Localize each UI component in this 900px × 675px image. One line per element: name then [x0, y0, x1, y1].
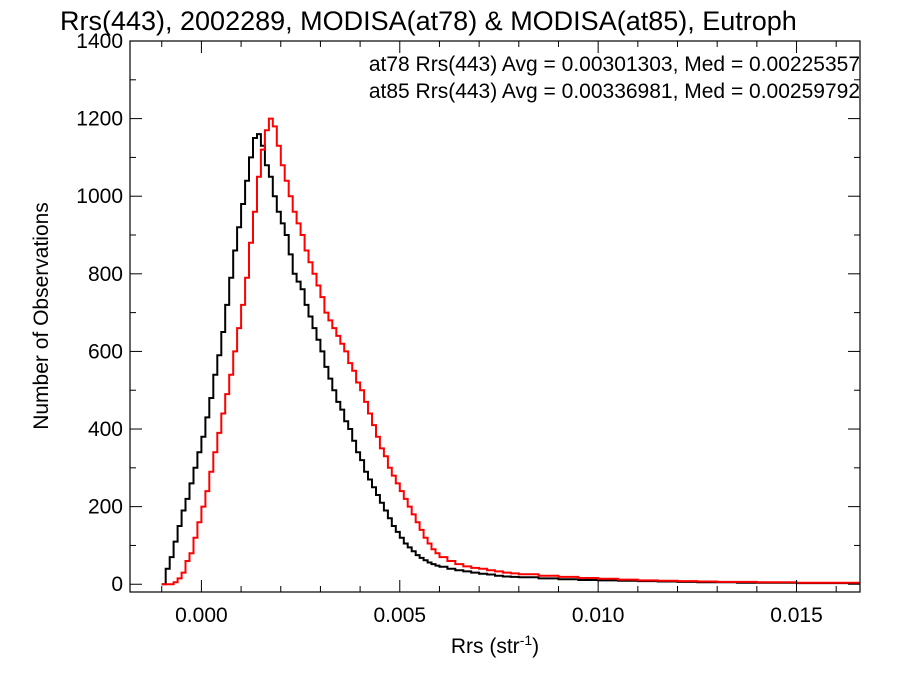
- x-axis-label-main: Rrs (str: [451, 635, 520, 658]
- annotation-at85-stats: at85 Rrs(443) Avg = 0.00336981, Med = 0.…: [369, 80, 860, 103]
- x-axis-label: Rrs (str-1): [451, 632, 539, 658]
- y-axis-label: Number of Observations: [30, 202, 53, 430]
- x-axis-label-end: ): [532, 635, 539, 658]
- chart-title: Rrs(443), 2002289, MODISA(at78) & MODISA…: [60, 6, 797, 36]
- plot-frame: [129, 40, 861, 593]
- y-tick-label: 600: [88, 340, 123, 363]
- x-tick-label: 0.000: [175, 604, 228, 627]
- series-layer: [161, 117, 860, 586]
- x-axis: 0.000 0.005 0.010 0.015: [161, 41, 837, 627]
- x-axis-label-superscript: -1: [520, 632, 533, 648]
- x-tick-label: 0.015: [770, 604, 823, 627]
- y-tick-label: 1400: [76, 30, 123, 53]
- y-tick-label: 0: [111, 573, 123, 596]
- y-tick-label: 1000: [76, 185, 123, 208]
- y-tick-label: 200: [88, 496, 123, 519]
- series-at78-line: [161, 133, 860, 586]
- annotation-at78-stats: at78 Rrs(443) Avg = 0.00301303, Med = 0.…: [369, 53, 860, 76]
- y-tick-label: 400: [88, 418, 123, 441]
- annotations: at78 Rrs(443) Avg = 0.00301303, Med = 0.…: [369, 53, 860, 103]
- series-at85-line: [161, 117, 860, 586]
- y-axis: 0 200 400 600 800 1000 1200 1400: [76, 30, 860, 596]
- x-tick-label: 0.005: [374, 604, 427, 627]
- y-tick-label: 1200: [76, 108, 123, 131]
- y-tick-label: 800: [88, 263, 123, 286]
- x-tick-label: 0.010: [572, 604, 625, 627]
